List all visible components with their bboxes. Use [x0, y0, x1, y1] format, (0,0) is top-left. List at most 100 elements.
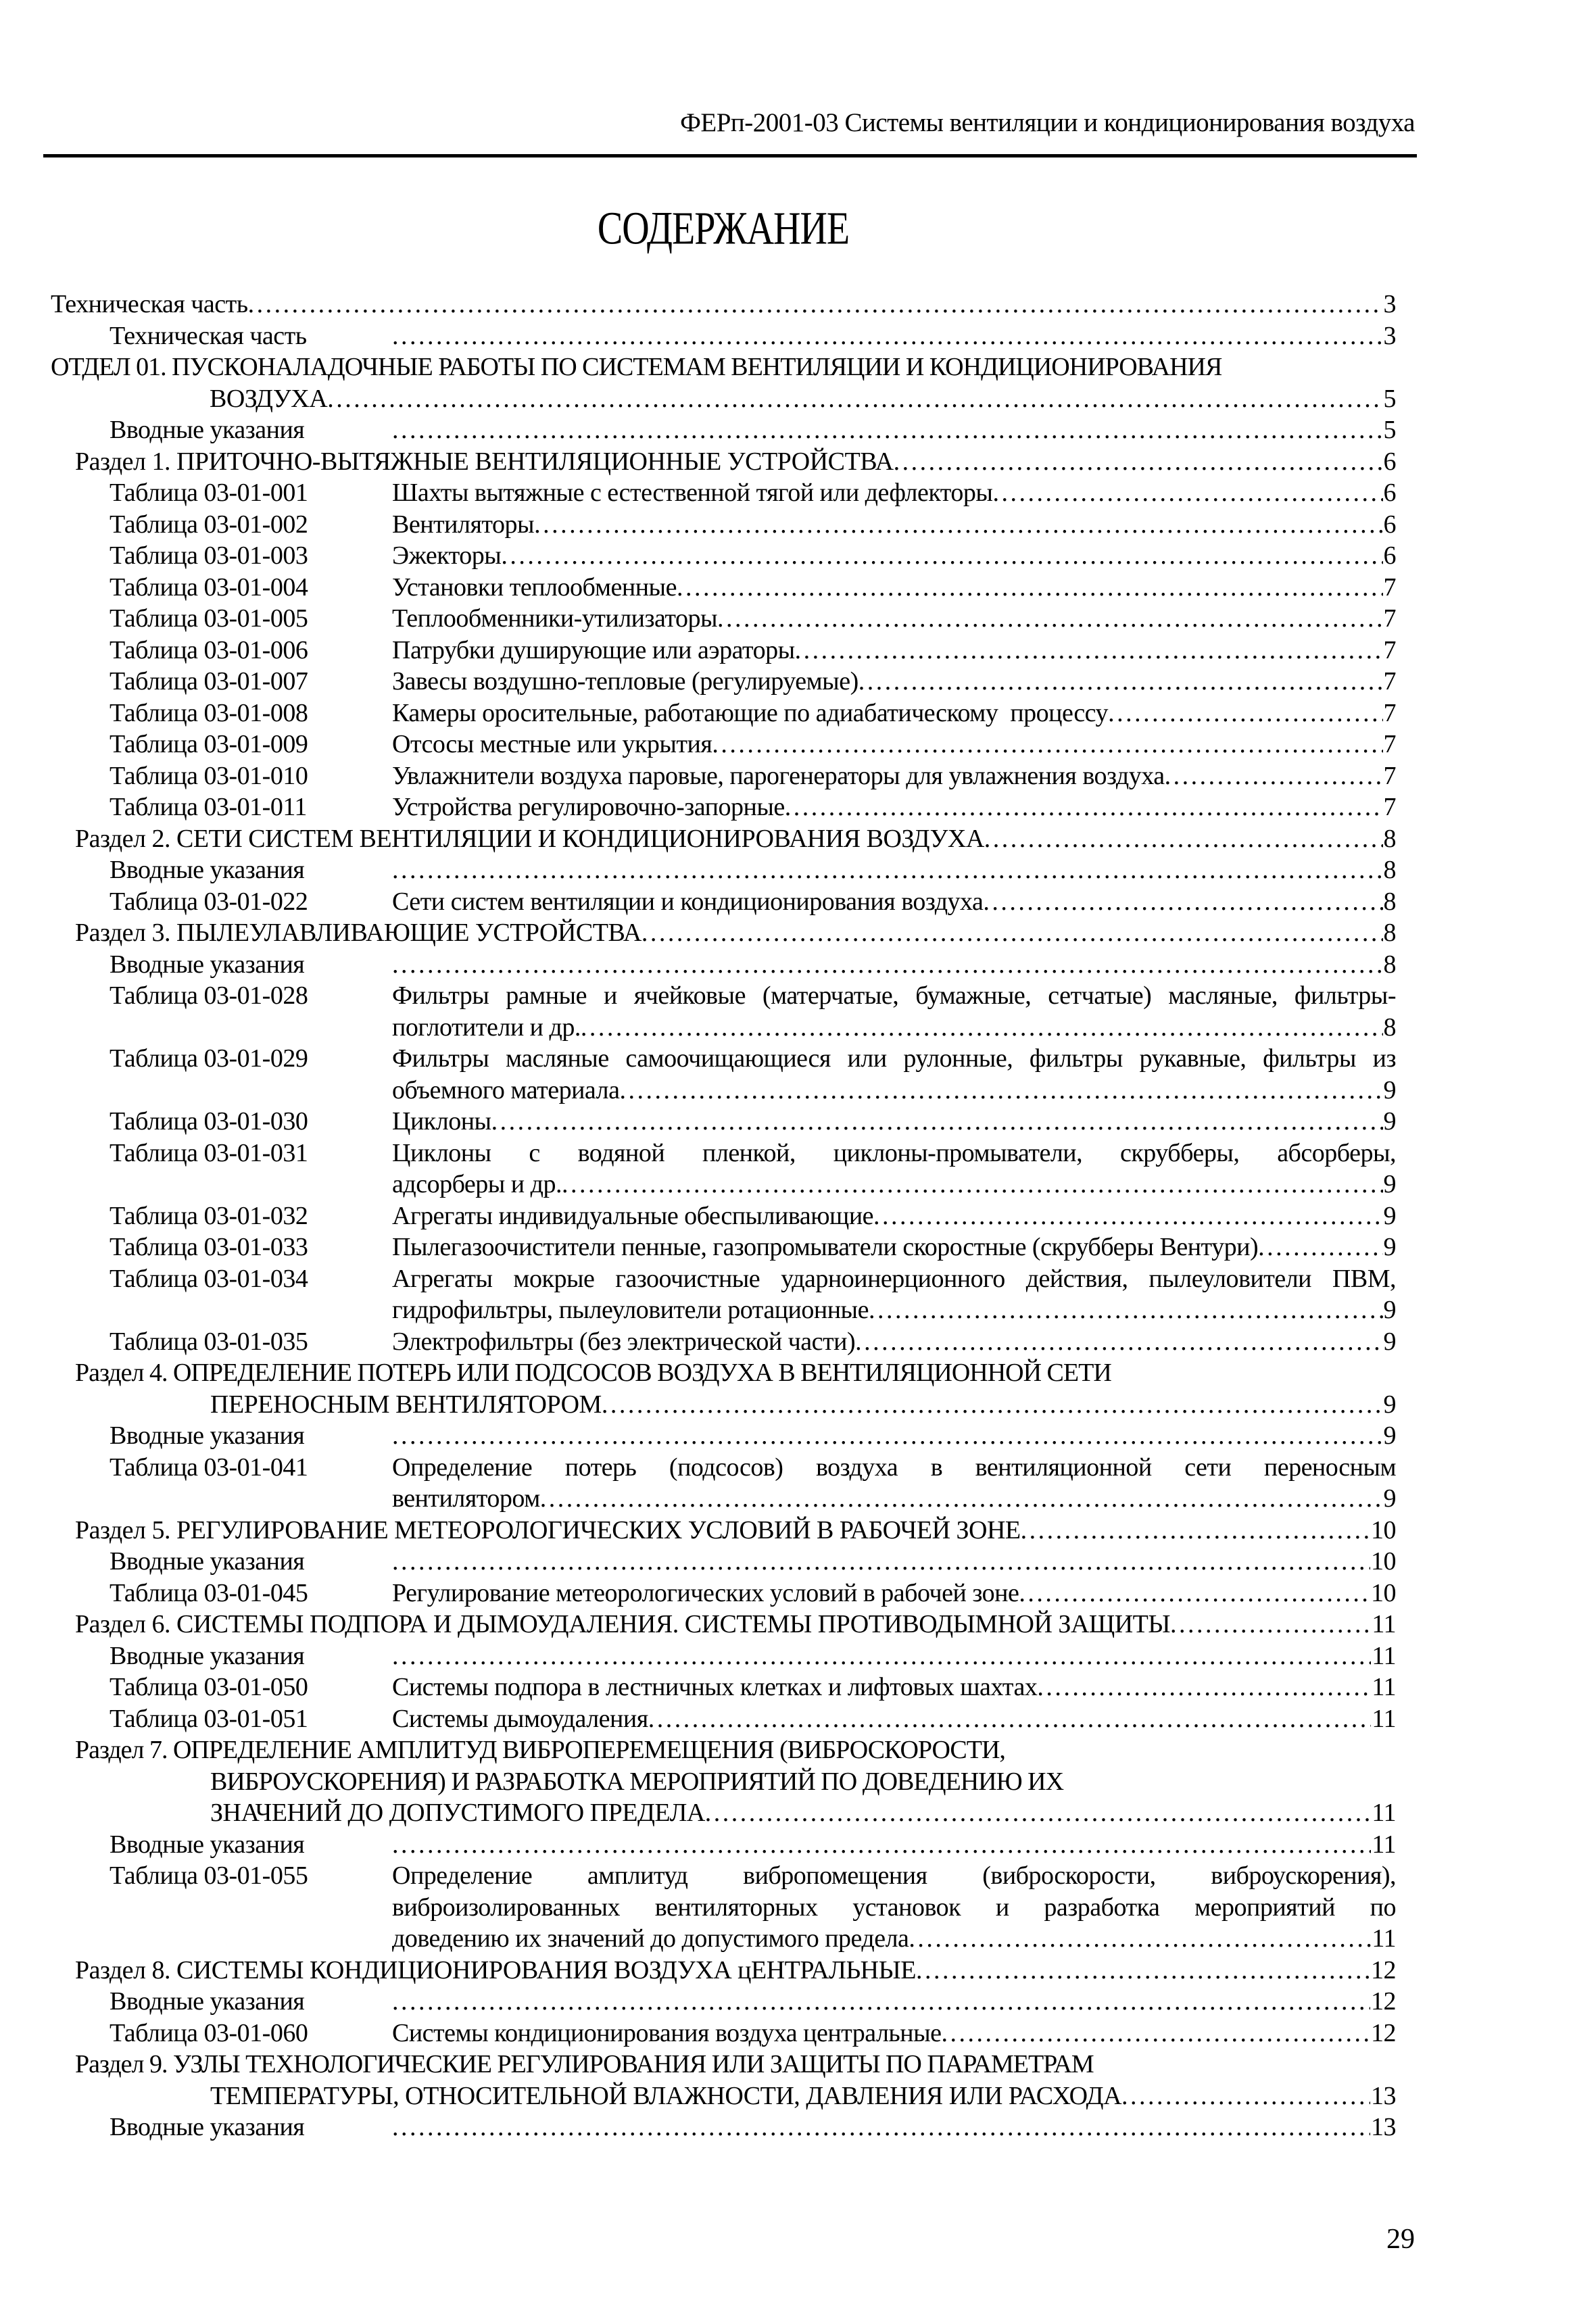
toc-entry-table: Таблица 03-01-006 Патрубки душирующие или… — [51, 635, 1396, 666]
toc-line: гидрофильтры, пылеуловители ротационные 9 — [392, 1294, 1396, 1326]
dot-leader — [581, 1012, 1383, 1044]
toc-entry-table: Таблица 03-01-004 Установки теплообменные… — [51, 572, 1396, 604]
toc-line: Шахты вытяжные с естественной тягой или … — [392, 477, 1396, 509]
toc-line: Раздел 1. ПРИТОЧНО-ВЫТЯЖНЫЕ ВЕНТИЛЯЦИОНН… — [75, 446, 1396, 478]
table-code: Таблица 03-01-035 — [110, 1327, 308, 1356]
header-rule — [43, 154, 1417, 157]
dot-leader — [392, 1420, 1383, 1452]
toc-line: Вводные указания 11 — [110, 1640, 1396, 1672]
toc-text: Вводные указания — [110, 416, 305, 444]
table-code: Таблица 03-01-003 — [110, 541, 308, 570]
toc-line: Сети систем вентиляции и кондиционирован… — [392, 886, 1396, 918]
page-ref: 12 — [1371, 2018, 1397, 2047]
table-code: Таблица 03-01-006 — [110, 635, 308, 664]
toc-entry: ОТДЕЛ 01. ПУСКОНАЛАДОЧНЫЕ РАБОТЫ ПО СИСТ… — [51, 351, 1396, 414]
toc-line: Раздел 3. ПЫЛЕУЛАВЛИВАЮЩИЕ УСТРОЙСТВА 8 — [75, 917, 1396, 949]
table-description: Эжекторы 6 — [392, 540, 1396, 572]
toc-text: Вентиляторы — [392, 510, 535, 539]
page-ref: 11 — [1372, 1641, 1396, 1670]
table-description: Циклоны 9 — [392, 1106, 1396, 1138]
toc-line: Вводные указания 11 — [110, 1829, 1396, 1861]
toc-entry-table: Таблица 03-01-055 Определение амплитуд ви… — [51, 1860, 1397, 1955]
table-code: Таблица 03-01-031 — [110, 1138, 308, 1167]
table-description: Агрегаты мокрые газоочистные ударноинерц… — [392, 1263, 1397, 1326]
toc-text: Вводные указания — [110, 2113, 305, 2141]
toc-text: Вводные указания — [110, 1987, 305, 2016]
toc-line: Устройства регулировочно-запорные 7 — [392, 791, 1396, 823]
toc-text: Вводные указания — [110, 1641, 305, 1670]
table-description: Камеры оросительные, работающие по адиаб… — [392, 698, 1396, 729]
page-ref: 11 — [1372, 1704, 1396, 1733]
dot-leader — [648, 1703, 1372, 1735]
toc-entry-table: Таблица 03-01-005 Теплообменники-утилизат… — [51, 603, 1396, 635]
toc-entry: Раздел 1. ПРИТОЧНО-ВЫТЯЖНЫЕ ВЕНТИЛЯЦИОНН… — [51, 446, 1396, 478]
page-ref: 10 — [1371, 1578, 1397, 1607]
toc-line: Пылегазоочистители пенные, газопромывате… — [392, 1232, 1396, 1263]
toc-line: Техническая часть 3 — [110, 320, 1396, 352]
toc-line: Вводные указания 8 — [110, 949, 1396, 981]
page-ref: 7 — [1383, 793, 1397, 821]
table-description: Фильтры рамные и ячейковые (матерчатые, … — [392, 980, 1397, 1044]
toc-entry: Вводные указания 9 — [51, 1420, 1396, 1452]
table-code: Таблица 03-01-005 — [110, 604, 308, 633]
toc-text: Вводные указания — [110, 950, 305, 979]
toc-entry-table: Таблица 03-01-011 Устройства регулировочн… — [51, 791, 1396, 823]
page-ref: 6 — [1383, 447, 1397, 476]
toc-line: Вводные указания 10 — [110, 1546, 1397, 1578]
toc-text: ПЕРЕНОСНЫМ ВЕНТИЛЯТОРОМ — [210, 1390, 602, 1419]
dot-leader — [992, 477, 1382, 509]
toc-entry: Вводные указания 10 — [51, 1546, 1397, 1578]
toc-text: Установки теплообменные — [392, 572, 677, 602]
table-description: Устройства регулировочно-запорные 7 — [392, 791, 1396, 823]
toc-line: Теплообменники-утилизаторы 7 — [392, 603, 1396, 635]
toc-entry-table: Таблица 03-01-050 Системы подпора в лестн… — [51, 1672, 1396, 1703]
toc-text: ЗНАЧЕНИЙ ДО ДОПУСТИМОГО ПРЕДЕЛА — [210, 1799, 705, 1827]
dot-leader — [916, 1955, 1370, 1987]
dot-leader — [392, 949, 1383, 981]
toc-text: Патрубки душирующие или аэраторы — [392, 635, 795, 664]
toc-text: Техническая часть — [110, 321, 307, 350]
table-description: Пылегазоочистители пенные, газопромывате… — [392, 1232, 1396, 1263]
page-ref: 7 — [1383, 635, 1397, 664]
toc-entry: Вводные указания 8 — [51, 854, 1396, 886]
toc-entry-table: Таблица 03-01-030 Циклоны 9 — [51, 1106, 1396, 1138]
table-description: Определение потерь (подсосов) воздуха в … — [392, 1452, 1397, 1515]
toc-entry: Вводные указания 13 — [51, 2112, 1397, 2143]
table-code: Таблица 03-01-050 — [110, 1673, 308, 1701]
toc-entry: Вводные указания 11 — [51, 1829, 1396, 1861]
toc-entry: Раздел 4. ОПРЕДЕЛЕНИЕ ПОТЕРЬ ИЛИ ПОДСОСО… — [51, 1357, 1396, 1420]
toc-line: Фильтры масляные самоочищающиеся или рул… — [392, 1044, 1397, 1073]
page-ref: 7 — [1383, 761, 1397, 790]
page-ref: 12 — [1371, 1955, 1397, 1984]
toc-line: Системы подпора в лестничных клетках и л… — [392, 1672, 1396, 1703]
page-ref: 7 — [1383, 572, 1397, 602]
dot-leader — [602, 1389, 1383, 1421]
dot-leader — [392, 1546, 1370, 1578]
toc-line: Циклоны 9 — [392, 1106, 1396, 1138]
toc-line: Вводные указания 12 — [110, 1986, 1397, 2018]
dot-leader — [1021, 1515, 1370, 1546]
toc-text: Эжекторы — [392, 541, 502, 570]
toc-line: Системы кондиционирования воздуха центра… — [392, 2018, 1397, 2049]
table-description: Циклоны с водяной пленкой, циклоны-промы… — [392, 1138, 1397, 1200]
toc-text: ВОЗДУХА — [210, 384, 328, 413]
table-description: Регулирование метеорологических условий … — [392, 1578, 1397, 1609]
toc-line: ТЕМПЕРАТУРЫ, ОТНОСИТЕЛЬНОЙ ВЛАЖНОСТИ, ДА… — [210, 2080, 1397, 2112]
toc-line: поглотители и др. 8 — [392, 1012, 1396, 1044]
page-ref: 9 — [1383, 1296, 1397, 1324]
toc-entry-table: Таблица 03-01-032 Агрегаты индивидуальные… — [51, 1200, 1396, 1232]
toc-text: Шахты вытяжные с естественной тягой или … — [392, 479, 993, 507]
toc-line: Раздел 8. СИСТЕМЫ КОНДИЦИОНИРОВАНИЯ ВОЗД… — [75, 1955, 1397, 1987]
toc-text: Вводные указания — [110, 1547, 305, 1576]
page-ref: 9 — [1383, 1075, 1397, 1104]
toc-text: Раздел 1. ПРИТОЧНО-ВЫТЯЖНЫЕ ВЕНТИЛЯЦИОНН… — [75, 447, 894, 476]
dot-leader — [705, 1797, 1372, 1829]
toc-text: Увлажнители воздуха паровые, парогенерат… — [392, 761, 1165, 790]
toc-line: Агрегаты мокрые газоочистные ударноинерц… — [392, 1264, 1397, 1293]
toc-line: Эжекторы 6 — [392, 540, 1396, 572]
page-ref: 11 — [1372, 1673, 1396, 1701]
page-ref: 10 — [1371, 1547, 1397, 1576]
table-description: Системы подпора в лестничных клетках и л… — [392, 1672, 1396, 1703]
toc-entry: Раздел 2. СЕТИ СИСТЕМ ВЕНТИЛЯЦИИ И КОНДИ… — [51, 823, 1396, 855]
page-ref: 11 — [1372, 1610, 1396, 1638]
